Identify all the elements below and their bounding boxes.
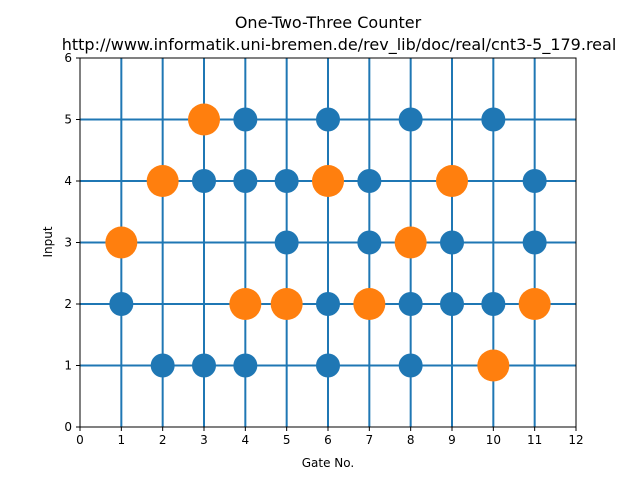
x-tick-label: 5 bbox=[283, 433, 291, 447]
control-point bbox=[316, 353, 340, 378]
target-point bbox=[270, 288, 303, 320]
control-point bbox=[192, 169, 216, 193]
target-point bbox=[229, 288, 262, 320]
control-point bbox=[192, 353, 216, 378]
x-tick-label: 1 bbox=[118, 433, 126, 447]
x-axis-label: Gate No. bbox=[302, 456, 354, 470]
x-tick-label: 3 bbox=[200, 433, 208, 447]
target-point bbox=[146, 165, 179, 197]
target-point bbox=[105, 226, 138, 259]
y-tick-label: 5 bbox=[64, 113, 72, 127]
control-point bbox=[440, 230, 464, 255]
x-tick-label: 7 bbox=[366, 433, 374, 447]
target-point bbox=[188, 103, 220, 136]
x-tick-label: 10 bbox=[486, 433, 501, 447]
y-axis-label: Input bbox=[41, 226, 55, 257]
target-point bbox=[518, 288, 551, 320]
x-axis-ticks: 0 1 2 3 4 5 6 7 8 9 10 11 12 bbox=[76, 427, 584, 447]
x-tick-label: 11 bbox=[527, 433, 542, 447]
control-point bbox=[274, 230, 299, 255]
chart-title: One-Two-Three Counter bbox=[235, 13, 422, 32]
control-point bbox=[316, 292, 340, 316]
control-point bbox=[481, 292, 506, 316]
y-tick-label: 6 bbox=[64, 51, 72, 65]
x-tick-label: 6 bbox=[324, 433, 332, 447]
control-point bbox=[274, 169, 299, 193]
control-point bbox=[522, 230, 547, 255]
target-point bbox=[394, 226, 427, 259]
x-tick-label: 0 bbox=[76, 433, 84, 447]
control-point bbox=[398, 107, 423, 132]
y-tick-label: 4 bbox=[64, 174, 72, 188]
y-tick-label: 3 bbox=[64, 236, 72, 250]
control-point bbox=[357, 230, 382, 255]
control-point bbox=[398, 353, 423, 378]
x-tick-label: 8 bbox=[407, 433, 415, 447]
target-point bbox=[436, 165, 468, 197]
x-tick-label: 2 bbox=[159, 433, 167, 447]
control-point bbox=[398, 292, 423, 316]
y-tick-label: 2 bbox=[64, 297, 72, 311]
y-tick-label: 1 bbox=[64, 359, 72, 373]
control-point bbox=[233, 353, 258, 378]
control-point bbox=[233, 107, 258, 132]
control-point bbox=[316, 107, 340, 132]
control-point bbox=[440, 292, 464, 316]
control-point bbox=[357, 169, 382, 193]
target-point bbox=[477, 349, 510, 382]
target-point bbox=[353, 288, 386, 320]
x-tick-label: 4 bbox=[242, 433, 250, 447]
control-point bbox=[109, 292, 134, 316]
target-point bbox=[312, 165, 344, 197]
control-point bbox=[233, 169, 258, 193]
chart-subtitle: http://www.informatik.uni-bremen.de/rev_… bbox=[62, 35, 617, 55]
control-point bbox=[150, 353, 175, 378]
control-point bbox=[481, 107, 506, 132]
control-point bbox=[522, 169, 547, 193]
y-axis-ticks: 0 1 2 3 4 5 6 bbox=[64, 51, 80, 434]
x-tick-label: 12 bbox=[568, 433, 583, 447]
y-tick-label: 0 bbox=[64, 420, 72, 434]
x-tick-label: 9 bbox=[448, 433, 456, 447]
markers bbox=[105, 103, 551, 382]
